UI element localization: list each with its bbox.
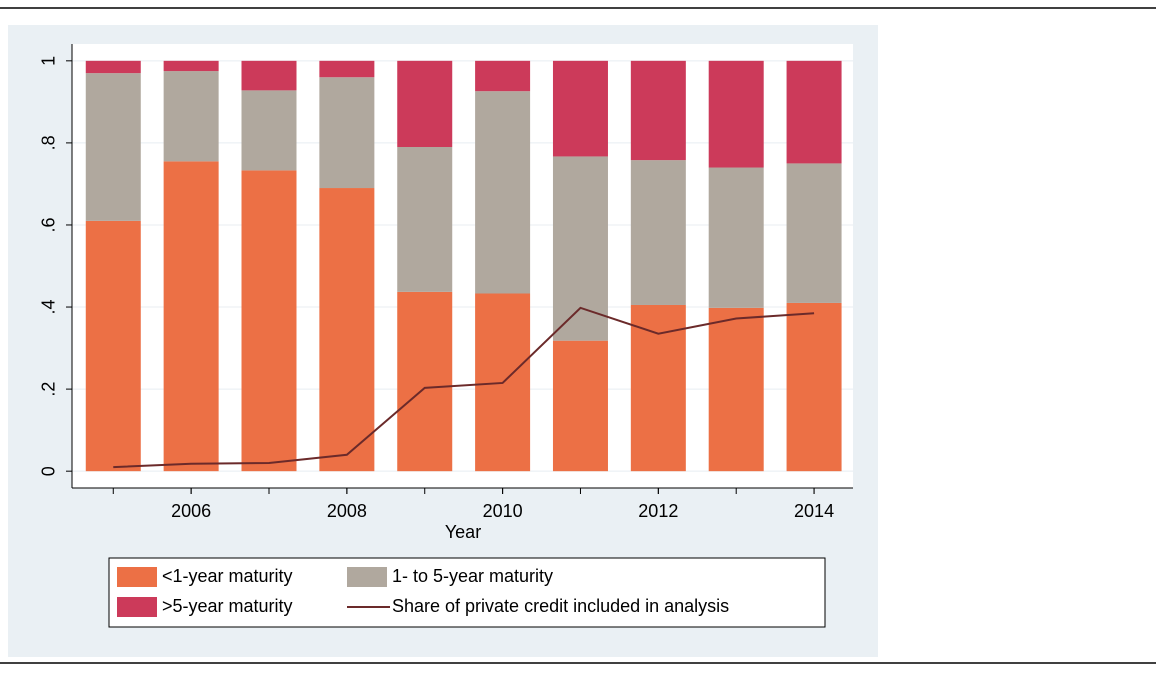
bar-segment [552, 156, 608, 341]
bar-segment [241, 90, 297, 171]
bar-segment [786, 302, 842, 472]
legend-swatch [117, 567, 157, 587]
x-tick-label: 2008 [327, 501, 367, 521]
bar-segment [319, 60, 375, 78]
x-tick-label: 2010 [483, 501, 523, 521]
bar-segment [241, 170, 297, 472]
bar-segment [708, 307, 764, 472]
y-tick-label: .8 [39, 135, 59, 150]
legend-swatch [347, 567, 387, 587]
bar-segment [85, 73, 141, 221]
bar-segment [397, 291, 453, 472]
y-tick-label: .2 [39, 382, 59, 397]
bar-segment [552, 340, 608, 472]
y-tick-label: .6 [39, 217, 59, 232]
x-tick-label: 2012 [638, 501, 678, 521]
bar-segment [163, 60, 219, 72]
bar-segment [397, 146, 453, 292]
bar-segment [85, 60, 141, 74]
bar-segment [708, 60, 764, 168]
bar-segment [630, 160, 686, 305]
bar-segment [475, 91, 531, 294]
legend-label: 1- to 5-year maturity [392, 566, 553, 586]
bar-segment [786, 163, 842, 303]
legend-label: <1-year maturity [162, 566, 293, 586]
y-tick-label: 1 [39, 56, 59, 66]
bar-segment [786, 60, 842, 164]
bar-segment [319, 188, 375, 472]
legend-swatch [117, 597, 157, 617]
bar-segment [241, 60, 297, 91]
bar-segment [319, 77, 375, 189]
legend-label: Share of private credit included in anal… [392, 596, 729, 616]
y-tick-label: 0 [39, 466, 59, 476]
bar-segment [163, 161, 219, 472]
line [113, 306, 815, 469]
bar-segment [397, 60, 453, 147]
legend [108, 557, 826, 628]
bar-segment [85, 220, 141, 472]
bar-segment [475, 60, 531, 92]
x-axis-title: Year [445, 522, 481, 542]
y-tick-label: .4 [39, 300, 59, 315]
bar-segment [552, 60, 608, 157]
legend-label: >5-year maturity [162, 596, 293, 616]
bar-segment [708, 167, 764, 308]
x-tick-label: 2014 [794, 501, 834, 521]
x-tick-label: 2006 [171, 501, 211, 521]
bar-segment [630, 60, 686, 161]
bar-segment [163, 71, 219, 162]
